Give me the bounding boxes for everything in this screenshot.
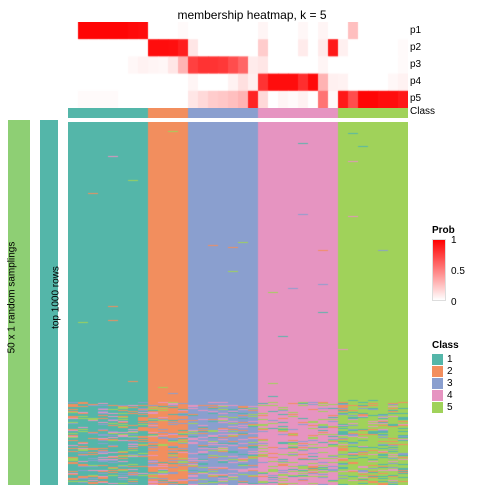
- legend-class-item: 3: [432, 378, 492, 389]
- legend-class: Class 12345: [432, 340, 492, 414]
- legend-class-item: 1: [432, 354, 492, 365]
- prob-row-label: p5: [410, 94, 421, 104]
- prob-row-label: p3: [410, 60, 421, 70]
- legend-swatch: [432, 378, 443, 389]
- legend-swatch: [432, 402, 443, 413]
- legend-class-label: 1: [447, 354, 453, 365]
- prob-heatmap: [68, 22, 408, 108]
- legend-class-label: 4: [447, 390, 453, 401]
- legend-prob-tick: 1: [451, 235, 457, 246]
- legend-class-item: 4: [432, 390, 492, 401]
- legend-swatch: [432, 354, 443, 365]
- legend-prob-title: Prob: [432, 225, 492, 236]
- prob-row-label: p1: [410, 26, 421, 36]
- class-strip-label: Class: [410, 107, 435, 117]
- legend-prob-tick: 0.5: [451, 266, 465, 277]
- prob-row-label: p4: [410, 77, 421, 87]
- legend-prob: Prob 00.51: [432, 225, 492, 301]
- rows-label: top 1000 rows: [51, 243, 62, 353]
- legend-class-title: Class: [432, 340, 492, 351]
- legend-prob-gradient: 00.51: [432, 239, 446, 301]
- sampling-label: 50 x 1 random samplings: [7, 228, 18, 368]
- legend-prob-tick: 0: [451, 297, 457, 308]
- legend-swatch: [432, 390, 443, 401]
- legend-class-label: 5: [447, 402, 453, 413]
- legend-class-item: 2: [432, 366, 492, 377]
- chart-title: membership heatmap, k = 5: [0, 8, 504, 22]
- prob-row-label: p2: [410, 43, 421, 53]
- legend-class-label: 3: [447, 378, 453, 389]
- class-strip: [68, 108, 408, 118]
- legend-swatch: [432, 366, 443, 377]
- legend-class-item: 5: [432, 402, 492, 413]
- legend-class-label: 2: [447, 366, 453, 377]
- main-heatmap: [68, 122, 408, 485]
